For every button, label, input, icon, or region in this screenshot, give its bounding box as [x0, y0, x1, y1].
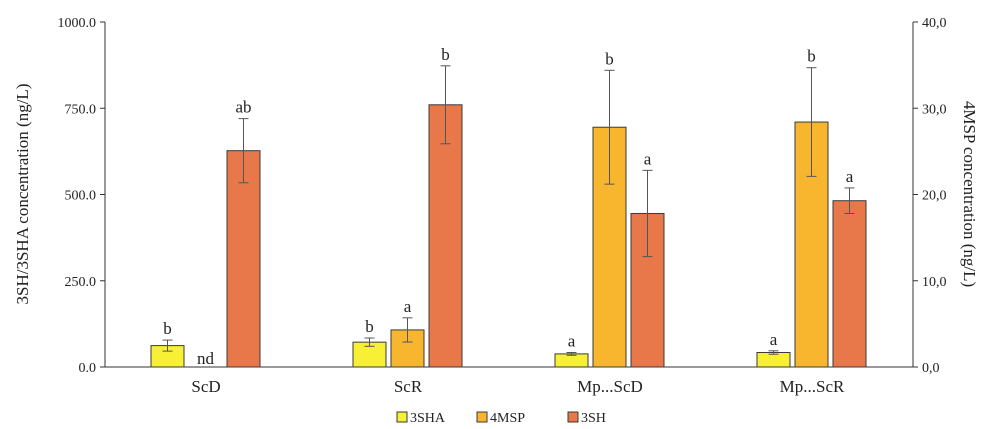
right-tick-label: 0,0	[922, 361, 940, 376]
category-label: Mp...ScD	[577, 377, 643, 396]
left-axis-title: 3SH/3SHA concentration (ng/L)	[13, 84, 32, 305]
category-label: ScD	[191, 377, 220, 396]
left-tick-label: 500.0	[65, 189, 97, 204]
legend-swatch-3SH	[567, 411, 579, 423]
category-label: ScR	[394, 377, 423, 396]
significance-label: ab	[235, 98, 251, 117]
category-label: Mp...ScR	[780, 377, 845, 396]
right-tick-label: 40,0	[922, 16, 947, 31]
left-tick-label: 750.0	[65, 102, 97, 117]
right-axis-title: 4MSP concentration (ng/L)	[960, 101, 979, 287]
bar-3SH	[226, 150, 261, 368]
legend-label: 3SH	[581, 411, 606, 426]
significance-label: b	[807, 47, 816, 66]
bar-3SHA	[554, 353, 589, 368]
category-labels: ScD ScR Mp...ScD Mp...ScR	[191, 377, 845, 396]
right-tick-labels: 0,0 10,0 20,0 30,0 40,0	[913, 16, 947, 376]
significance-label: nd	[197, 349, 215, 368]
left-tick-label: 1000.0	[58, 16, 97, 31]
left-tick-label: 0.0	[79, 361, 97, 376]
legend-swatch-4MSP	[476, 411, 488, 423]
significance-label: a	[770, 330, 778, 349]
right-tick-label: 10,0	[922, 275, 947, 290]
legend: 3SHA 4MSP 3SH	[396, 411, 606, 426]
bar-3SH	[832, 200, 867, 368]
right-tick-label: 30,0	[922, 102, 947, 117]
legend-label: 4MSP	[490, 411, 525, 426]
significance-label: a	[404, 297, 412, 316]
significance-label: b	[163, 319, 172, 338]
legend-label: 3SHA	[410, 411, 446, 426]
significance-label: a	[568, 332, 576, 351]
left-tick-labels: 0.0 250.0 500.0 750.0 1000.0	[58, 16, 105, 376]
significance-label: b	[441, 45, 450, 64]
significance-label: a	[846, 167, 854, 186]
bar-3SH	[428, 104, 463, 368]
significance-label: b	[365, 317, 374, 336]
legend-swatch-3SHA	[396, 411, 408, 423]
significance-label: b	[605, 49, 614, 68]
right-tick-label: 20,0	[922, 189, 947, 204]
left-tick-label: 250.0	[65, 275, 97, 290]
significance-label: a	[644, 149, 652, 168]
